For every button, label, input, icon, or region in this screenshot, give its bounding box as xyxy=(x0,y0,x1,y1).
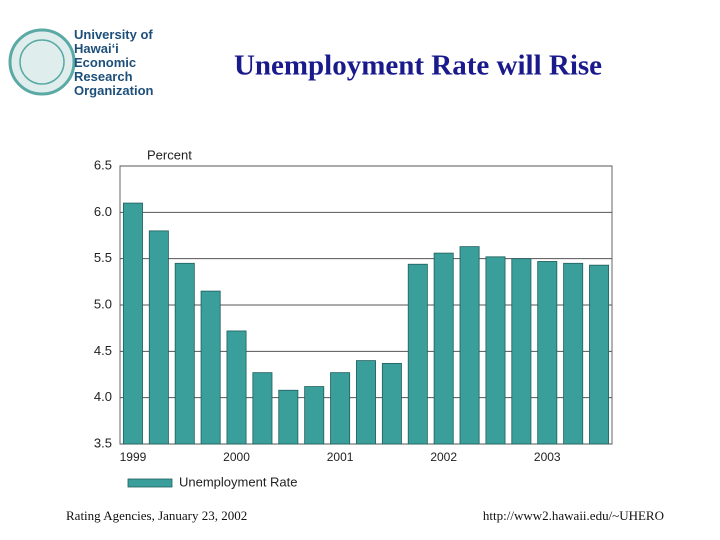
logo-line: University of xyxy=(74,27,153,42)
bar xyxy=(459,246,480,445)
logo-line: Research xyxy=(74,69,133,84)
bar xyxy=(148,230,169,445)
y-tick-label: 3.5 xyxy=(94,435,112,450)
bar xyxy=(511,258,532,445)
y-tick-label: 4.0 xyxy=(94,389,112,404)
y-tick-label: 6.5 xyxy=(94,157,112,172)
x-tick-label: 2002 xyxy=(430,450,457,464)
bar xyxy=(330,372,351,445)
y-tick-label: 5.0 xyxy=(94,296,112,311)
logo-line: Hawai‘i xyxy=(74,41,119,56)
bar xyxy=(226,330,247,445)
y-tick-label: 5.5 xyxy=(94,250,112,265)
x-tick-label: 2000 xyxy=(223,450,250,464)
bar xyxy=(537,261,558,445)
logo-seal xyxy=(8,28,76,96)
bar xyxy=(407,263,428,445)
x-tick-label: 2001 xyxy=(327,450,354,464)
bar xyxy=(589,264,610,445)
logo-line: Organization xyxy=(74,83,154,98)
bar xyxy=(563,262,584,445)
footer-right: http://www2.hawaii.edu/~UHERO xyxy=(483,508,664,523)
x-tick-label: 1999 xyxy=(120,450,147,464)
bar xyxy=(356,360,376,445)
bar xyxy=(122,202,143,445)
bar xyxy=(278,389,299,445)
legend-swatch xyxy=(127,478,173,488)
bar xyxy=(252,372,273,445)
bar xyxy=(433,252,454,445)
bar xyxy=(485,256,506,445)
logo-text: University of Hawai‘i Economic Research Orga… xyxy=(74,27,154,98)
bar xyxy=(174,262,195,445)
bar xyxy=(200,290,221,445)
y-tick-label: 4.5 xyxy=(94,343,112,358)
bar xyxy=(381,362,402,445)
logo-line: Economic xyxy=(74,55,136,70)
bar xyxy=(304,386,325,445)
footer-left: Rating Agencies, January 23, 2002 xyxy=(66,508,247,523)
legend-label: Unemployment Rate xyxy=(179,474,298,489)
x-tick-label: 2003 xyxy=(534,450,561,464)
slide-title: Unemployment Rate will Rise xyxy=(234,50,602,82)
y-tick-label: 6.0 xyxy=(94,204,112,219)
y-axis-label: Percent xyxy=(147,147,192,162)
